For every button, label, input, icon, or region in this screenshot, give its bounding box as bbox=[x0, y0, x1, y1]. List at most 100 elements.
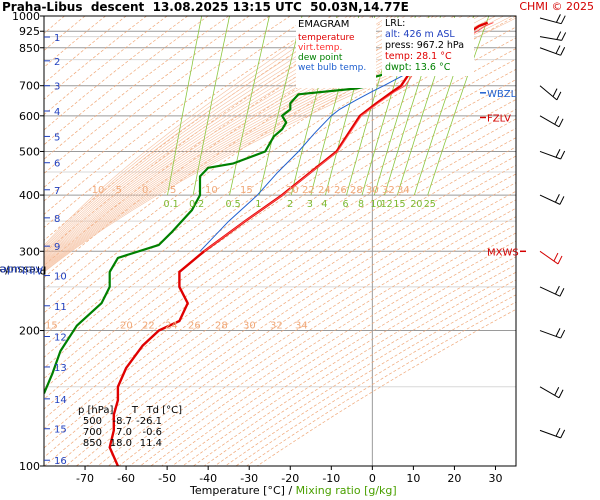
x-axis-label-mixing: Mixing ratio [g/kg] bbox=[295, 484, 397, 497]
table-header-p: p [hPa] bbox=[78, 405, 114, 416]
table-cell: 850 bbox=[82, 438, 102, 449]
dry-adiabat bbox=[44, 16, 332, 228]
table-cell: 7.0 bbox=[116, 427, 132, 438]
x-tick-label: 30 bbox=[488, 472, 502, 485]
dry-adiabat bbox=[171, 248, 516, 466]
legend-item-virt-temp: virt.temp. bbox=[298, 43, 343, 53]
x-tick-label: 10 bbox=[406, 472, 420, 485]
adiabat-label: 24 bbox=[318, 185, 331, 196]
table-cell: 11.4 bbox=[139, 438, 162, 449]
y-tick-label: 1000 bbox=[12, 10, 40, 23]
lrl-pressure: press: 967.2 hPa bbox=[385, 40, 465, 51]
dry-adiabat bbox=[44, 146, 516, 466]
y-tick-label: 700 bbox=[19, 80, 40, 93]
x-tick-label: -10 bbox=[322, 472, 340, 485]
table-cell: 500 bbox=[82, 416, 102, 427]
wind-barb bbox=[539, 115, 564, 128]
dry-adiabat bbox=[44, 79, 516, 400]
grid-lines bbox=[44, 16, 516, 466]
y-tick-label: 500 bbox=[19, 145, 40, 158]
mixing-ratio-label: 8 bbox=[358, 199, 364, 210]
adiabat-label: 10 bbox=[205, 185, 218, 196]
adiabat-label: 30 bbox=[366, 185, 379, 196]
plot-frame bbox=[43, 15, 517, 467]
x-tick-label: -30 bbox=[240, 472, 258, 485]
lrl-info: LRL: alt: 426 m ASL press: 967.2 hPa tem… bbox=[382, 18, 474, 76]
dry-adiabat bbox=[44, 16, 127, 84]
dry-adiabat bbox=[44, 37, 516, 358]
table-row: 850 18.0 11.4 bbox=[74, 438, 184, 449]
altitude-label: 1 bbox=[54, 33, 60, 44]
wind-barb bbox=[539, 328, 566, 339]
table-row: 500 -8.7 -26.1 bbox=[74, 416, 184, 427]
lrl-title: LRL: bbox=[385, 18, 406, 29]
mixing-ratio-label: 0.5 bbox=[226, 199, 241, 210]
dry-adiabat bbox=[76, 173, 516, 466]
dry-adiabat bbox=[44, 16, 209, 146]
dry-adiabat bbox=[161, 240, 516, 466]
dry-adiabat bbox=[44, 16, 270, 188]
mixing-ratio-label: 1 bbox=[255, 199, 261, 210]
wind-barb bbox=[539, 14, 566, 25]
adiabat-label: 20 bbox=[286, 185, 299, 196]
y-tick-label: 100 bbox=[19, 460, 40, 473]
altitude-label: 4 bbox=[54, 107, 60, 118]
adiabat-label: 5 bbox=[170, 185, 176, 196]
wind-barb bbox=[539, 45, 566, 56]
adiabat-label: -5 bbox=[112, 185, 122, 196]
x-tick-label: 20 bbox=[447, 472, 461, 485]
dry-adiabat bbox=[44, 48, 516, 369]
y-tick-label: 200 bbox=[19, 325, 40, 338]
altitude-label: 14 bbox=[54, 395, 67, 406]
dry-adiabat bbox=[44, 108, 516, 430]
table-cell: -8.7 bbox=[112, 416, 132, 427]
moist-adiabat bbox=[44, 16, 332, 246]
level-label-fzlv: FZLV bbox=[487, 113, 511, 124]
altitude-label: 6 bbox=[54, 159, 60, 170]
table-cell: -0.6 bbox=[142, 427, 162, 438]
lrl-altitude: alt: 426 m ASL bbox=[385, 29, 455, 40]
adiabat-label: 32 bbox=[382, 185, 395, 196]
altitude-label: 8 bbox=[54, 214, 60, 225]
level-label-wbzl: WBZL bbox=[487, 89, 517, 100]
x-axis-label: Temperature [°C] / Mixing ratio [g/kg] bbox=[190, 484, 397, 497]
x-axis-label-temperature: Temperature [°C] bbox=[190, 484, 285, 497]
dry-adiabat bbox=[54, 155, 516, 466]
altitude-label: 10 bbox=[54, 272, 67, 283]
adiabat-label: 34 bbox=[295, 321, 308, 332]
dry-adiabat bbox=[44, 16, 311, 215]
altitude-label: 5 bbox=[54, 132, 60, 143]
dry-adiabat bbox=[44, 16, 106, 68]
mixing-ratio-line bbox=[427, 16, 490, 196]
adiabat-label: 34 bbox=[397, 185, 410, 196]
dry-adiabat bbox=[44, 99, 516, 420]
dry-adiabat bbox=[44, 26, 516, 348]
altitude-label: 2 bbox=[54, 57, 60, 68]
adiabat-label: 22 bbox=[142, 321, 155, 332]
copyright: CHMI © 2025 bbox=[519, 0, 594, 13]
altitude-label: 9 bbox=[54, 242, 60, 253]
mixing-ratio-line bbox=[229, 16, 270, 196]
x-tick-label: 0 bbox=[369, 472, 376, 485]
x-tick-label: -40 bbox=[199, 472, 217, 485]
lrl-dewpoint: dwpt: 13.6 °C bbox=[385, 62, 451, 73]
mixing-ratio-label: 20 bbox=[410, 199, 422, 210]
wind-barb bbox=[539, 386, 564, 399]
y-axis-label-altitude: Altitude [km] bbox=[0, 263, 44, 277]
mixing-ratio-line bbox=[192, 16, 230, 196]
dry-adiabat bbox=[118, 207, 516, 466]
dry-adiabat bbox=[44, 16, 435, 291]
dry-adiabat bbox=[129, 216, 516, 466]
sounding-coords: 50.03N,14.77E bbox=[310, 0, 409, 14]
dry-adiabat bbox=[65, 164, 516, 466]
mixing-ratio-label: 15 bbox=[393, 199, 405, 210]
mixing-ratio-label: 3 bbox=[307, 199, 313, 210]
x-tick-label: -70 bbox=[76, 472, 94, 485]
dry-adiabat bbox=[108, 199, 516, 466]
altitude-label: 3 bbox=[54, 82, 60, 93]
adiabat-label: 28 bbox=[215, 321, 228, 332]
altitude-label: 11 bbox=[54, 302, 67, 313]
table-header-td: Td [°C] bbox=[146, 405, 182, 416]
station-name: Praha-Libus bbox=[2, 0, 83, 14]
adiabat-label: -10 bbox=[88, 185, 104, 196]
